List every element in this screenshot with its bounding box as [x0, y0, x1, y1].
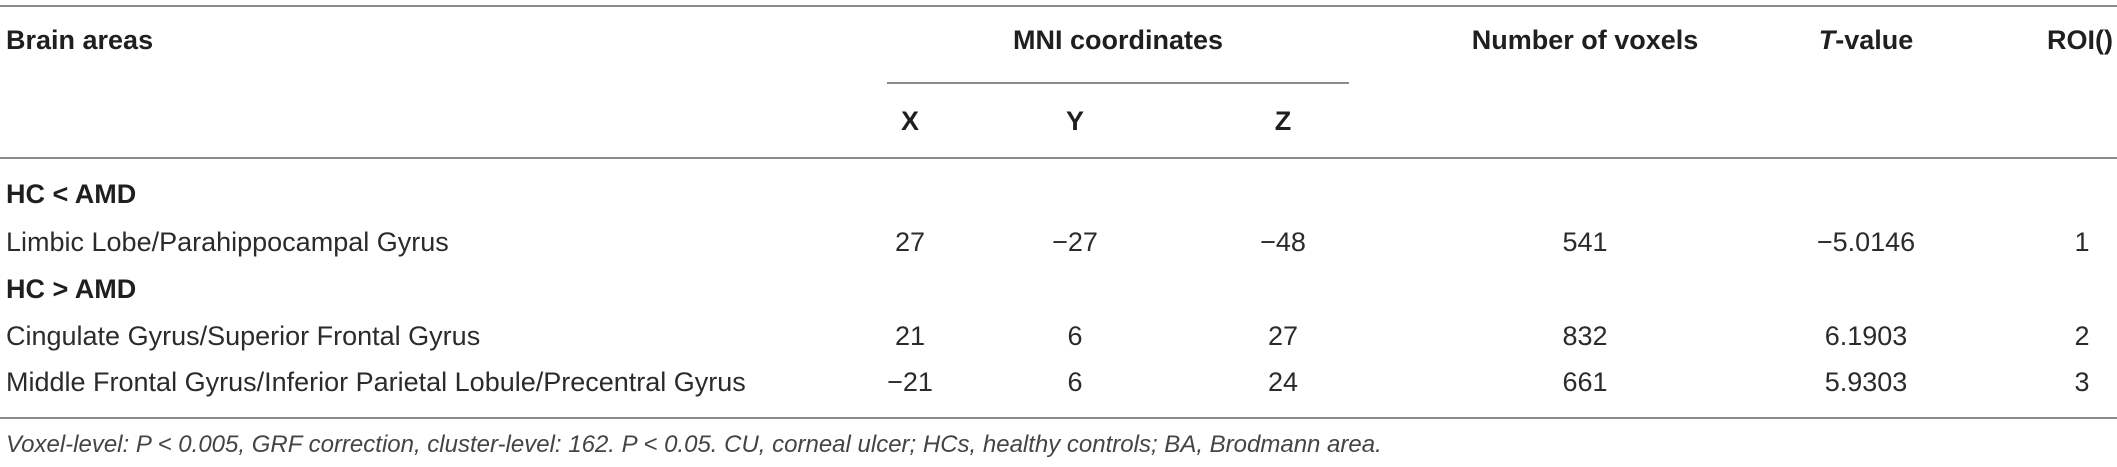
row-x: −21 [887, 367, 933, 397]
row-y: −27 [1052, 227, 1098, 257]
row-y: 6 [1067, 321, 1083, 351]
header-mni-coordinates: MNI coordinates [1012, 25, 1224, 55]
row-x: 21 [894, 321, 926, 351]
header-z: Z [1274, 106, 1292, 136]
row-roi: 2 [2074, 321, 2090, 351]
row-t-value: −5.0146 [1816, 227, 1916, 257]
header-t-value: T-value [1819, 24, 1914, 56]
header-t-suffix: -value [1835, 25, 1914, 55]
header-roi: ROI() [2047, 25, 2113, 55]
row-z: 24 [1267, 367, 1299, 397]
top-rule [0, 5, 2117, 7]
row-brain-area: Limbic Lobe/Parahippocampal Gyrus [6, 227, 449, 257]
header-y: Y [1065, 106, 1085, 136]
row-brain-area: Cingulate Gyrus/Superior Frontal Gyrus [6, 321, 481, 351]
row-z: 27 [1267, 321, 1299, 351]
row-brain-area: Middle Frontal Gyrus/Inferior Parietal L… [6, 367, 746, 397]
row-voxels: 832 [1562, 321, 1608, 351]
row-t-value: 6.1903 [1824, 321, 1908, 351]
row-z: −48 [1260, 227, 1306, 257]
row-t-value: 5.9303 [1824, 367, 1908, 397]
row-x: 27 [894, 227, 926, 257]
header-brain-areas: Brain areas [6, 25, 154, 55]
group-label: HC > AMD [6, 274, 137, 304]
mni-subheader-rule [887, 82, 1349, 84]
header-t-letter: T [1818, 25, 1836, 55]
header-bottom-rule [0, 157, 2117, 159]
group-label: HC < AMD [6, 179, 137, 209]
row-y: 6 [1067, 367, 1083, 397]
row-voxels: 661 [1562, 367, 1608, 397]
table-footnote: Voxel-level: P < 0.005, GRF correction, … [6, 431, 1382, 458]
row-roi: 3 [2074, 367, 2090, 397]
header-number-of-voxels: Number of voxels [1471, 25, 1699, 55]
row-roi: 1 [2074, 227, 2090, 257]
table-bottom-rule [0, 417, 2117, 419]
header-x: X [900, 106, 920, 136]
row-voxels: 541 [1562, 227, 1608, 257]
